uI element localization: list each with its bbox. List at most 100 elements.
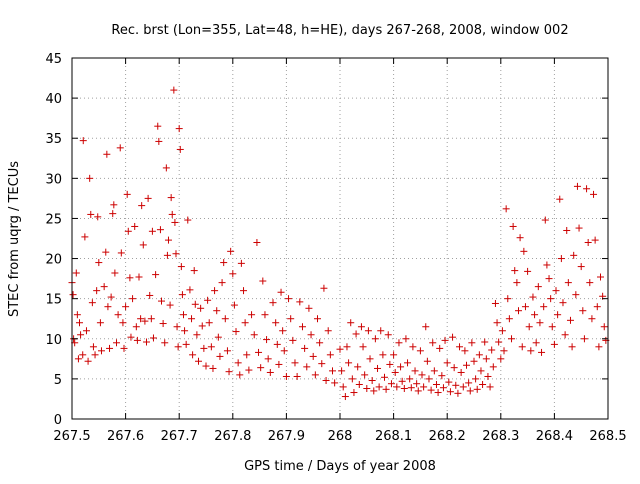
data-point (181, 327, 189, 335)
data-point (111, 269, 119, 277)
data-point (550, 340, 558, 348)
data-point (425, 375, 433, 383)
data-point (345, 359, 353, 367)
data-point (473, 385, 481, 393)
data-point (391, 368, 399, 376)
data-point (232, 328, 240, 336)
data-point (430, 367, 438, 375)
data-point (423, 357, 431, 365)
data-point (221, 315, 229, 323)
data-point (236, 371, 244, 379)
data-point (397, 363, 405, 371)
data-point (144, 194, 152, 202)
data-point (135, 273, 143, 281)
data-point (580, 335, 588, 343)
data-point (166, 301, 174, 309)
data-point (133, 336, 141, 344)
data-point (461, 347, 469, 355)
data-point (227, 247, 235, 255)
data-point (446, 388, 454, 396)
data-point (73, 311, 81, 319)
data-point (441, 336, 449, 344)
y-tick-label: 30 (45, 172, 62, 187)
data-point (275, 360, 283, 368)
data-point (95, 259, 103, 267)
data-point (445, 378, 453, 386)
data-point (336, 345, 344, 353)
x-tick-label: 267.7 (161, 429, 198, 444)
data-point (243, 351, 251, 359)
data-point (374, 364, 382, 372)
x-tick-label: 268.2 (429, 429, 466, 444)
data-point (543, 261, 551, 269)
data-point (361, 371, 369, 379)
data-point (155, 137, 163, 145)
data-point (318, 360, 326, 368)
y-tick-label: 5 (54, 373, 62, 388)
data-point (541, 216, 549, 224)
data-point (454, 389, 462, 397)
data-point (194, 357, 202, 365)
data-point (482, 355, 490, 363)
data-point (479, 381, 487, 389)
data-point (282, 372, 290, 380)
data-point (237, 259, 245, 267)
data-point (156, 226, 164, 234)
data-point (434, 389, 442, 397)
data-point (531, 311, 539, 319)
data-point (167, 194, 175, 202)
data-point (223, 347, 231, 355)
data-point (380, 373, 388, 381)
data-point (93, 287, 101, 295)
data-point (400, 385, 408, 393)
data-point (414, 387, 422, 395)
data-point (220, 259, 228, 267)
data-point (375, 383, 383, 391)
data-point (500, 347, 508, 355)
data-point (154, 122, 162, 130)
data-point (326, 351, 334, 359)
data-point (407, 384, 415, 392)
data-point (564, 279, 572, 287)
x-axis-label: GPS time / Days of year 2008 (244, 459, 436, 474)
data-point (459, 383, 467, 391)
data-point (175, 125, 183, 133)
data-point (379, 351, 387, 359)
data-point (261, 311, 269, 319)
data-point (266, 368, 274, 376)
data-point (521, 303, 529, 311)
data-point (240, 287, 248, 295)
data-point (354, 363, 362, 371)
y-tick-label: 10 (45, 333, 62, 348)
data-point (554, 311, 562, 319)
chart-title: Rec. brst (Lon=355, Lat=48, h=HE), days … (111, 23, 568, 38)
data-point (493, 319, 501, 327)
data-point (273, 340, 281, 348)
data-point (159, 320, 167, 328)
data-point (264, 355, 272, 363)
data-point (518, 343, 526, 351)
data-point (566, 316, 574, 324)
data-point (287, 315, 295, 323)
grid-lines (72, 58, 608, 419)
data-point (117, 249, 125, 257)
data-point (87, 210, 95, 218)
data-point (279, 327, 287, 335)
data-point (122, 303, 130, 311)
data-point (106, 344, 114, 352)
data-point (404, 359, 412, 367)
data-point (411, 367, 419, 375)
data-point (316, 339, 324, 347)
data-point (72, 269, 80, 277)
data-point (79, 351, 87, 359)
y-axis-label: STEC from uqrg / TECUs (7, 161, 22, 317)
data-point (163, 251, 171, 259)
data-point (190, 267, 198, 275)
data-point (489, 363, 497, 371)
data-point (557, 255, 565, 263)
data-point (100, 283, 108, 291)
data-point (328, 367, 336, 375)
data-point (420, 383, 428, 391)
x-tick-label: 267.9 (268, 429, 305, 444)
data-point (116, 144, 124, 152)
